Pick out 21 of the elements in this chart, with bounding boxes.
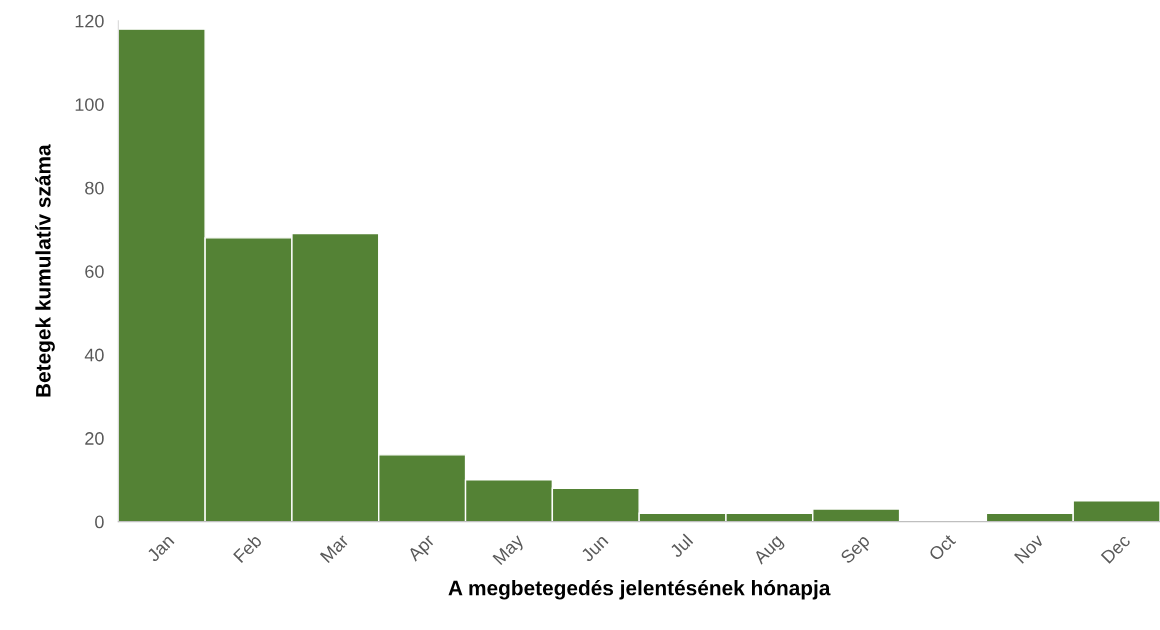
- x-tick-label: Jun: [580, 534, 609, 563]
- y-tick-label: 0: [95, 515, 104, 529]
- y-tick-label: 20: [85, 432, 104, 445]
- x-tick-label: Dec: [1100, 533, 1132, 564]
- x-tick-label: May: [492, 533, 527, 568]
- x-tick-label: Jan: [146, 534, 175, 563]
- y-tick-label: 40: [84, 348, 104, 362]
- y-tick-label: 80: [85, 181, 104, 195]
- x-tick-label: Mar: [319, 533, 350, 564]
- x-tick-label: Feb: [232, 533, 263, 564]
- x-tick-label: Sep: [839, 533, 873, 567]
- x-tick-label: Apr: [406, 533, 438, 565]
- y-tick-label: 100: [75, 98, 104, 111]
- x-tick-label: Jul: [668, 533, 694, 559]
- y-axis-title: Betegek kumulatív száma: [35, 144, 55, 397]
- x-tick-label: Aug: [752, 534, 786, 568]
- x-axis-title: A megbetegedés jelentésének hónapja: [448, 579, 831, 600]
- x-tick-label: Oct: [928, 533, 957, 562]
- x-tick-label: Nov: [1014, 533, 1045, 564]
- y-tick-label: 60: [85, 265, 104, 278]
- y-tick-label: 120: [75, 14, 104, 28]
